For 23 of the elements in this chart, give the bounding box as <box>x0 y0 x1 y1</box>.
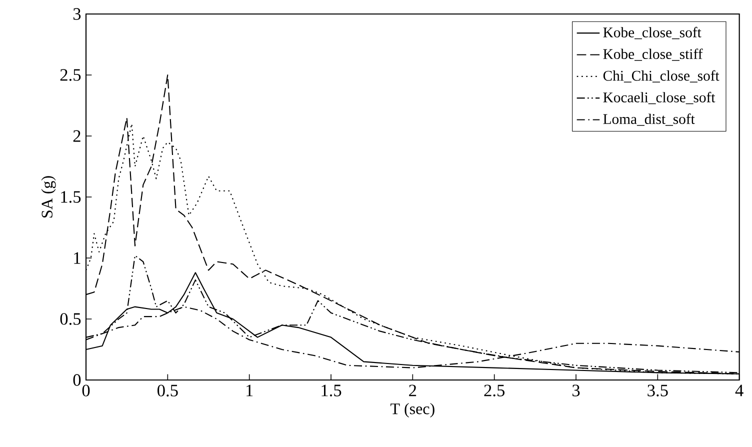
legend-label: Kobe_close_stiff <box>603 48 703 61</box>
y-tick-label: 0 <box>73 374 81 386</box>
legend-label: Chi_Chi_close_soft <box>603 70 720 82</box>
x-tick-label: 2.5 <box>484 384 504 396</box>
x-tick-label: 1.5 <box>322 384 342 396</box>
y-tick-label: 3 <box>73 8 81 20</box>
x-tick-label: 1 <box>246 384 253 396</box>
y-axis-title: SA (g) <box>41 176 56 218</box>
y-tick-label: 2.5 <box>60 69 81 81</box>
legend-label: Loma_dist_soft <box>603 114 695 126</box>
x-tick-label: 3 <box>572 384 580 396</box>
legend-label: Kocaeli_close_soft <box>603 92 716 104</box>
y-tick-label: 1.5 <box>61 191 81 203</box>
x-axis-title: T (sec) <box>390 402 434 418</box>
y-tick-label: 1 <box>74 252 80 264</box>
y-tick-label: 2 <box>73 130 80 142</box>
x-tick-label: 0.5 <box>158 384 178 396</box>
x-tick-label: 4 <box>735 384 744 396</box>
legend-label: Kobe_close_soft <box>603 26 702 40</box>
x-tick-label: 3.5 <box>648 384 668 396</box>
x-tick-label: 2 <box>409 384 416 396</box>
x-tick-label: 0 <box>82 384 90 396</box>
y-tick-label: 0.5 <box>60 313 81 325</box>
